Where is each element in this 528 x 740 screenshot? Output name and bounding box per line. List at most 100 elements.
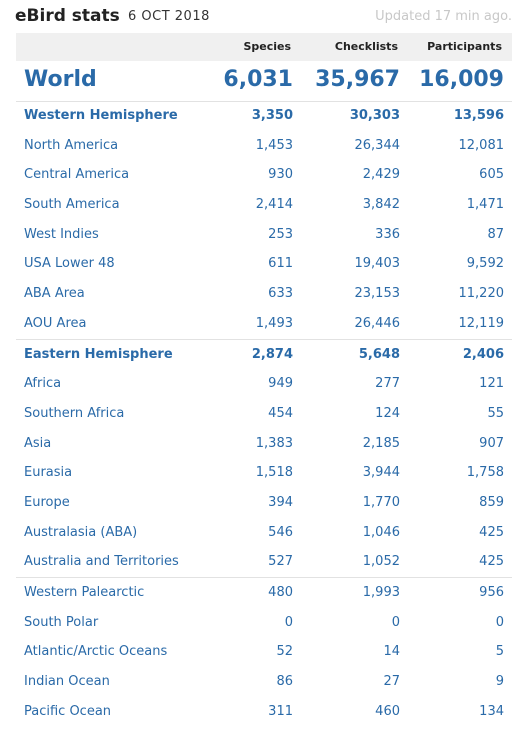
checklists-count: 1,993 bbox=[362, 585, 400, 600]
world-participants: 16,009 bbox=[419, 67, 504, 92]
participants-count: 1,758 bbox=[466, 465, 504, 481]
species-count: 1,383 bbox=[255, 435, 293, 451]
region-name: South America bbox=[24, 197, 120, 213]
region-name: Western Hemisphere bbox=[24, 108, 178, 123]
checklists-count: 2,185 bbox=[362, 435, 400, 451]
column-header-species: Species bbox=[243, 40, 291, 53]
region-name: Europe bbox=[24, 494, 70, 510]
checklists-count: 26,344 bbox=[354, 137, 401, 153]
checklists-count: 26,446 bbox=[354, 315, 401, 331]
species-count: 546 bbox=[268, 524, 293, 540]
table-row[interactable]: Asia 1,383 2,185 907 bbox=[16, 429, 512, 459]
participants-count: 0 bbox=[495, 614, 504, 630]
checklists-count: 23,153 bbox=[354, 286, 401, 302]
species-count: 311 bbox=[268, 703, 293, 719]
region-name: ABA Area bbox=[24, 286, 85, 302]
checklists-count: 27 bbox=[383, 674, 400, 690]
checklists-count: 3,842 bbox=[362, 197, 400, 213]
participants-count: 55 bbox=[487, 405, 504, 421]
column-header-checklists: Checklists bbox=[334, 40, 398, 53]
column-header-participants: Participants bbox=[427, 40, 502, 53]
species-count: 2,874 bbox=[251, 346, 293, 362]
species-count: 52 bbox=[276, 644, 293, 660]
checklists-count: 460 bbox=[375, 703, 400, 719]
checklists-count: 1,052 bbox=[362, 554, 400, 570]
table-row[interactable]: South America 2,414 3,842 1,471 bbox=[16, 190, 512, 220]
table-row[interactable]: Australasia (ABA) 546 1,046 425 bbox=[16, 518, 512, 548]
region-name: Central America bbox=[24, 167, 130, 183]
participants-count: 11,220 bbox=[458, 286, 505, 302]
checklists-count: 0 bbox=[391, 614, 400, 630]
participants-count: 859 bbox=[479, 494, 504, 510]
checklists-count: 14 bbox=[383, 644, 400, 660]
table-row[interactable]: Southern Africa 454 124 55 bbox=[16, 399, 512, 429]
participants-count: 956 bbox=[479, 585, 504, 600]
table-row[interactable]: West Indies 253 336 87 bbox=[16, 220, 512, 250]
table-row[interactable]: Pacific Ocean 311 460 134 bbox=[16, 697, 512, 727]
species-count: 0 bbox=[284, 614, 293, 630]
world-checklists: 35,967 bbox=[315, 67, 400, 92]
table-row[interactable]: Indian Ocean 86 27 9 bbox=[16, 667, 512, 697]
table-row[interactable]: Western Hemisphere 3,350 30,303 13,596 bbox=[16, 101, 512, 131]
table-row[interactable]: USA Lower 48 611 19,403 9,592 bbox=[16, 249, 512, 279]
species-count: 253 bbox=[268, 226, 293, 242]
table-row[interactable]: Europe 394 1,770 859 bbox=[16, 488, 512, 518]
participants-count: 12,119 bbox=[458, 315, 505, 331]
region-name: Indian Ocean bbox=[24, 674, 110, 690]
page-title: eBird stats bbox=[15, 6, 120, 26]
participants-count: 605 bbox=[479, 167, 504, 183]
table-row[interactable]: Western Palearctic 480 1,993 956 bbox=[16, 577, 512, 608]
region-name: Asia bbox=[24, 435, 52, 451]
region-name: Africa bbox=[24, 376, 62, 392]
species-count: 394 bbox=[268, 494, 293, 510]
species-count: 633 bbox=[268, 286, 293, 302]
participants-count: 13,596 bbox=[453, 108, 504, 123]
region-name: Atlantic/Arctic Oceans bbox=[24, 644, 168, 660]
species-count: 611 bbox=[268, 256, 293, 272]
region-name: Pacific Ocean bbox=[24, 703, 112, 719]
table-row[interactable]: Central America 930 2,429 605 bbox=[16, 160, 512, 190]
region-name: North America bbox=[24, 137, 119, 153]
species-count: 949 bbox=[268, 376, 293, 392]
world-name: World bbox=[24, 67, 97, 92]
species-count: 454 bbox=[268, 405, 293, 421]
table-row[interactable]: Eastern Hemisphere 2,874 5,648 2,406 bbox=[16, 338, 512, 370]
region-name: Eastern Hemisphere bbox=[24, 346, 173, 362]
species-count: 2,414 bbox=[255, 197, 293, 213]
species-count: 86 bbox=[276, 674, 293, 690]
table-row[interactable]: ABA Area 633 23,153 11,220 bbox=[16, 279, 512, 309]
checklists-count: 3,944 bbox=[362, 465, 400, 481]
participants-count: 87 bbox=[487, 226, 504, 242]
table-row[interactable]: Africa 949 277 121 bbox=[16, 369, 512, 399]
species-count: 527 bbox=[268, 554, 293, 570]
table-row[interactable]: South Polar 0 0 0 bbox=[16, 608, 512, 638]
species-count: 1,518 bbox=[255, 465, 293, 481]
checklists-count: 19,403 bbox=[354, 256, 401, 272]
table-row[interactable]: Australia and Territories 527 1,052 425 bbox=[16, 547, 512, 577]
participants-count: 425 bbox=[479, 524, 504, 540]
column-header-row: Species Checklists Participants bbox=[16, 33, 512, 61]
participants-count: 9,592 bbox=[466, 256, 504, 272]
species-count: 1,493 bbox=[255, 315, 293, 331]
region-name: Southern Africa bbox=[24, 405, 125, 421]
checklists-count: 2,429 bbox=[362, 167, 400, 183]
region-table: Western Hemisphere 3,350 30,303 13,596 N… bbox=[16, 101, 512, 726]
participants-count: 9 bbox=[495, 674, 504, 690]
checklists-count: 277 bbox=[375, 376, 400, 392]
table-row[interactable]: North America 1,453 26,344 12,081 bbox=[16, 131, 512, 161]
checklists-count: 1,770 bbox=[362, 494, 400, 510]
region-name: Western Palearctic bbox=[24, 585, 145, 600]
participants-count: 2,406 bbox=[462, 346, 504, 362]
header: eBird stats 6 OCT 2018 Updated 17 min ag… bbox=[0, 0, 528, 32]
table-row[interactable]: AOU Area 1,493 26,446 12,119 bbox=[16, 309, 512, 339]
participants-count: 425 bbox=[479, 554, 504, 570]
checklists-count: 336 bbox=[375, 226, 400, 242]
table-row[interactable]: Atlantic/Arctic Oceans 52 14 5 bbox=[16, 637, 512, 667]
stats-date: 6 OCT 2018 bbox=[128, 9, 210, 24]
region-name: Australia and Territories bbox=[24, 554, 179, 570]
region-name: West Indies bbox=[24, 226, 99, 242]
updated-status: Updated 17 min ago. bbox=[375, 9, 512, 24]
region-name: Eurasia bbox=[24, 465, 73, 481]
world-row[interactable]: World 6,031 35,967 16,009 bbox=[16, 61, 512, 102]
table-row[interactable]: Eurasia 1,518 3,944 1,758 bbox=[16, 458, 512, 488]
